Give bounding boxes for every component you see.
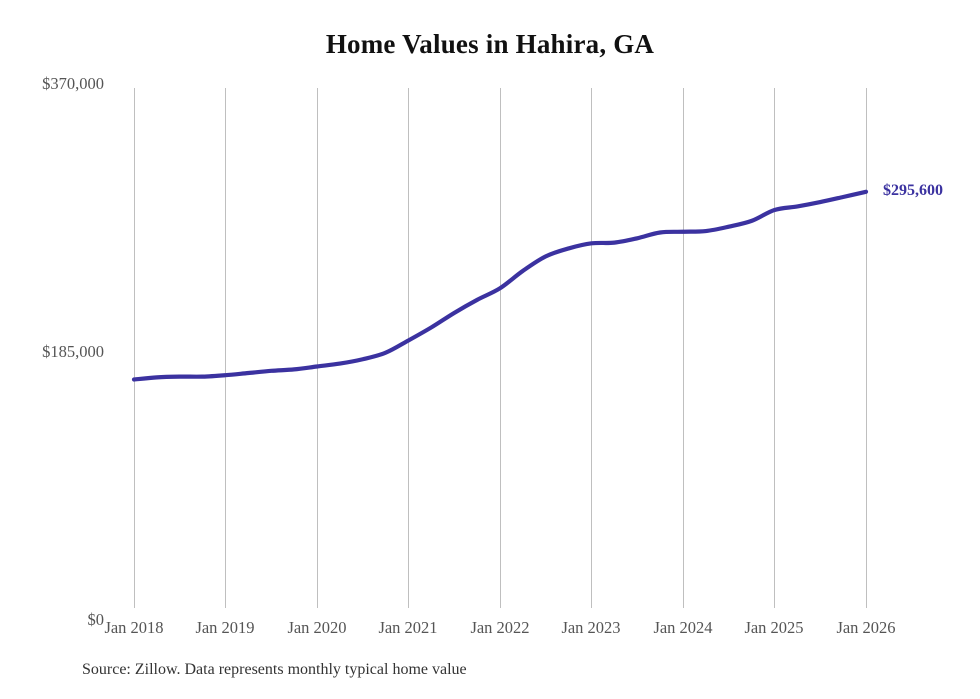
x-tick-label: Jan 2023 — [561, 618, 621, 637]
x-tick-label: Jan 2024 — [653, 618, 713, 637]
x-tick-label: Jan 2019 — [195, 618, 255, 637]
data-line-group — [131, 189, 869, 382]
x-tick-label: Jan 2018 — [104, 618, 164, 637]
chart-title: Home Values in Hahira, GA — [325, 29, 655, 59]
value-line-path — [131, 189, 869, 382]
gridlines-group — [134, 88, 867, 608]
x-tick-label: Jan 2022 — [470, 618, 530, 637]
end-value-label: $295,600 — [883, 181, 943, 199]
y-tick-label: $0 — [87, 610, 105, 629]
y-tick-label: $370,000 — [42, 74, 104, 93]
x-tick-label: Jan 2025 — [744, 618, 804, 637]
x-tick-label: Jan 2020 — [287, 618, 347, 637]
y-tick-label: $185,000 — [42, 342, 104, 361]
x-tick-label: Jan 2026 — [836, 618, 896, 637]
source-note: Source: Zillow. Data represents monthly … — [82, 661, 467, 678]
x-tick-label: Jan 2021 — [378, 618, 438, 637]
